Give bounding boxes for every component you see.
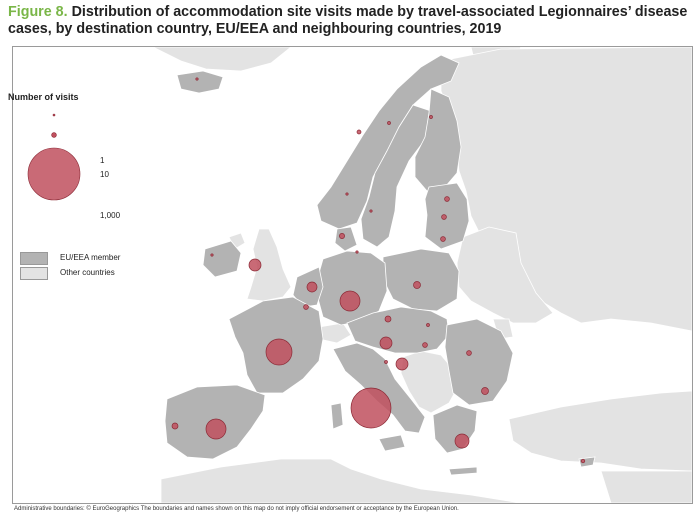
bubble-finland (429, 115, 433, 119)
land-denmark (334, 226, 358, 252)
land-norway (316, 54, 460, 230)
bubble-latvia (441, 214, 447, 220)
land-middle-east (600, 470, 692, 503)
bubble-romania (466, 350, 472, 356)
land-sicily (378, 434, 406, 452)
land-switzerland (318, 322, 352, 344)
bubble-slovenia (384, 360, 388, 364)
bubble-bulgaria (481, 387, 489, 395)
legend-size-label-1: 1 (100, 156, 105, 165)
land-balkans (400, 350, 460, 414)
figure-label: Figure 8. (8, 4, 68, 20)
legend-label-other: Other countries (60, 268, 115, 277)
land-turkey-caucasus (508, 390, 692, 472)
bubble-sweden-1 (345, 192, 349, 196)
footnote: Administrative boundaries: © EuroGeograp… (14, 506, 459, 512)
bubble-belgium (303, 304, 309, 310)
bubble-spain (205, 418, 227, 440)
bubble-cyprus (580, 458, 586, 464)
bubble-slovakia (426, 323, 430, 327)
bubble-poland (413, 281, 421, 289)
legend-swatch-eu (20, 252, 48, 265)
bubble-norway-2 (387, 121, 391, 125)
legend-symbol-1 (52, 113, 56, 117)
land-italy (332, 342, 426, 434)
other-countries-layer (152, 47, 692, 503)
bubble-sweden-2 (369, 209, 373, 213)
land-sardinia (330, 402, 344, 430)
bubble-portugal (171, 422, 179, 430)
land-belarus-ukraine (456, 226, 554, 324)
bubble-layer (171, 77, 586, 464)
legend-size-label-1000: 1,000 (100, 211, 121, 220)
bubble-uk (248, 258, 262, 272)
legend-title: Number of visits (8, 92, 79, 102)
legend-label-eu: EU/EEA member (60, 253, 121, 262)
bubble-germany (339, 290, 361, 312)
land-baltics (424, 182, 470, 250)
eu-member-layer (164, 54, 596, 476)
bubble-greece (454, 433, 470, 449)
land-ireland (202, 240, 242, 278)
bubble-denmark (339, 233, 345, 239)
bubble-norway-1 (356, 129, 362, 135)
land-greece (432, 404, 478, 454)
legend-symbol-1000 (27, 147, 81, 201)
legend-size-symbols (27, 113, 81, 201)
figure-title-text: Distribution of accommodation site visit… (8, 4, 688, 37)
bubble-austria (379, 336, 393, 350)
bubble-croatia (395, 357, 409, 371)
bubble-italy (350, 387, 392, 429)
land-north-africa (160, 458, 522, 503)
bubble-lithuania (440, 236, 446, 242)
map-canvas (152, 47, 692, 503)
figure-title: Figure 8. Distribution of accommodation … (8, 4, 696, 38)
land-crete (448, 466, 478, 476)
bubble-estonia (444, 196, 450, 202)
legend-symbol-10 (51, 132, 57, 138)
bubble-netherlands (306, 281, 318, 293)
bubble-france (265, 338, 293, 366)
bubble-iceland (195, 77, 199, 81)
bubble-denmark-2 (355, 250, 359, 254)
bubble-hungary (422, 342, 428, 348)
legend: Number of visits 1 10 1,000 EU/EEA membe… (8, 92, 148, 342)
bubble-ireland (210, 253, 214, 257)
land-poland (382, 248, 460, 312)
legend-size-label-10: 10 (100, 170, 109, 179)
legend-swatch-other (20, 267, 48, 280)
land-romania-bulgaria (444, 318, 514, 406)
map-frame (12, 46, 693, 504)
land-central-europe (346, 306, 450, 354)
bubble-czechia (384, 315, 392, 323)
land-iceland (176, 70, 224, 94)
land-greenland (152, 47, 292, 72)
